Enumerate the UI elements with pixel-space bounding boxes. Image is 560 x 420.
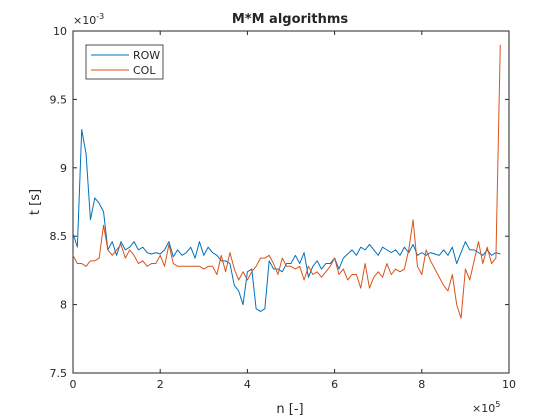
- y-tick-label: 9: [60, 162, 67, 175]
- plot-area: [72, 30, 510, 374]
- legend-label-col: COL: [133, 64, 156, 77]
- x-exponent-power: 5: [495, 400, 500, 409]
- x-tick-label: 2: [157, 378, 164, 391]
- x-tick-label: 4: [244, 378, 251, 391]
- legend-label-row: ROW: [133, 49, 160, 62]
- y-tick-label: 8: [60, 299, 67, 312]
- x-tick-label: 8: [418, 378, 425, 391]
- y-tick-label: 9.5: [50, 93, 68, 106]
- x-tick-label: 10: [502, 378, 516, 391]
- chart-title: M*M algorithms: [232, 12, 349, 27]
- y-tick-label: 10: [53, 25, 67, 38]
- x-exponent-base: ×10: [472, 402, 495, 415]
- x-tick-label: 0: [70, 378, 77, 391]
- legend-box: [85, 44, 164, 80]
- y-tick-label: 7.5: [50, 367, 68, 380]
- y-exponent-power: -3: [96, 12, 104, 21]
- series-lines: [72, 44, 501, 319]
- y-tick-labels: 7.5 8 8.5 9 9.5 10: [50, 25, 68, 380]
- legend: ROW COL: [85, 44, 164, 80]
- series-line-col: [72, 44, 501, 319]
- x-tick-label: 6: [331, 378, 338, 391]
- axis-ticks: [72, 30, 510, 374]
- series-line-row: [72, 129, 501, 312]
- y-tick-label: 8.5: [50, 230, 68, 243]
- x-axis-exponent: ×105: [472, 400, 500, 415]
- y-exponent-base: ×10: [73, 14, 96, 27]
- x-tick-labels: 0 2 4 6 8 10: [70, 378, 517, 391]
- y-axis-exponent: ×10-3: [73, 12, 104, 27]
- y-axis-label: t [s]: [28, 189, 43, 215]
- x-axis-label: n [-]: [276, 402, 303, 417]
